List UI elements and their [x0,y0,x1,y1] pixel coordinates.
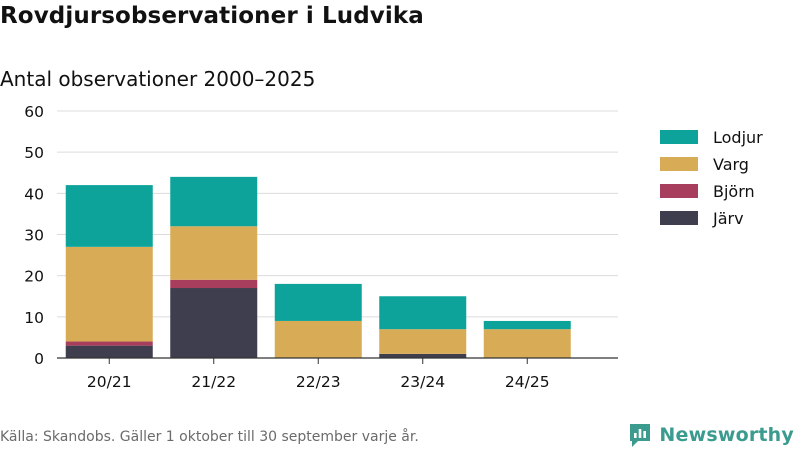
bar-segment-lodjur-20/21 [65,185,153,247]
y-tick-label: 20 [24,268,44,286]
newsworthy-logo-icon [630,424,651,447]
x-tick-label: 21/22 [191,373,236,391]
bar-segment-varg-24/25 [483,329,571,358]
bar-segment-björn-20/21 [65,341,153,346]
y-tick-label: 50 [24,144,44,162]
x-tick-label: 22/23 [296,373,341,391]
bars [65,176,571,358]
bar-segment-järv-23/24 [379,353,467,358]
y-tick-label: 30 [24,227,44,245]
stacked-bar-chart: 0 10 20 30 40 50 60 20/21 21/22 22/23 23/24 24/25 L… [24,103,763,391]
bar-segment-lodjur-22/23 [274,283,362,321]
legend-label-lodjur: Lodjur [713,128,763,147]
bar-segment-varg-23/24 [379,329,467,354]
legend-swatch-varg [660,157,698,171]
bar-segment-varg-20/21 [65,246,153,342]
brand-name: Newsworthy [659,424,794,446]
source-note: Källa: Skandobs. Gäller 1 oktober till 3… [0,429,419,445]
legend-label-björn: Björn [713,182,755,201]
bar-segment-järv-20/21 [65,345,153,358]
legend-label-varg: Varg [713,155,749,174]
bar-segment-järv-21/22 [170,288,258,358]
legend-label-järv: Järv [712,209,744,228]
chart-subtitle: Antal observationer 2000–2025 [0,67,316,91]
bar-segment-varg-22/23 [274,320,362,358]
x-tick-label: 24/25 [505,373,550,391]
y-tick-label: 40 [24,185,44,203]
legend: Lodjur Varg Björn Järv [660,128,763,228]
chart-title: Rovdjursobservationer i Ludvika [0,3,424,29]
legend-swatch-björn [660,184,698,198]
axes: 0 10 20 30 40 50 60 20/21 21/22 22/23 23/24 24/25 [24,103,618,391]
legend-swatch-järv [660,211,698,225]
y-tick-label: 10 [24,309,44,327]
y-tick-label: 60 [24,103,44,121]
y-tick-label: 0 [34,350,44,368]
bar-segment-björn-21/22 [170,279,258,289]
bar-segment-lodjur-24/25 [483,320,571,330]
legend-swatch-lodjur [660,130,698,144]
bar-segment-lodjur-23/24 [379,296,467,330]
brand: Newsworthy [628,420,794,450]
bar-segment-varg-21/22 [170,226,258,280]
x-tick-label: 20/21 [87,373,132,391]
x-tick-label: 23/24 [400,373,445,391]
bar-segment-lodjur-21/22 [170,176,258,227]
